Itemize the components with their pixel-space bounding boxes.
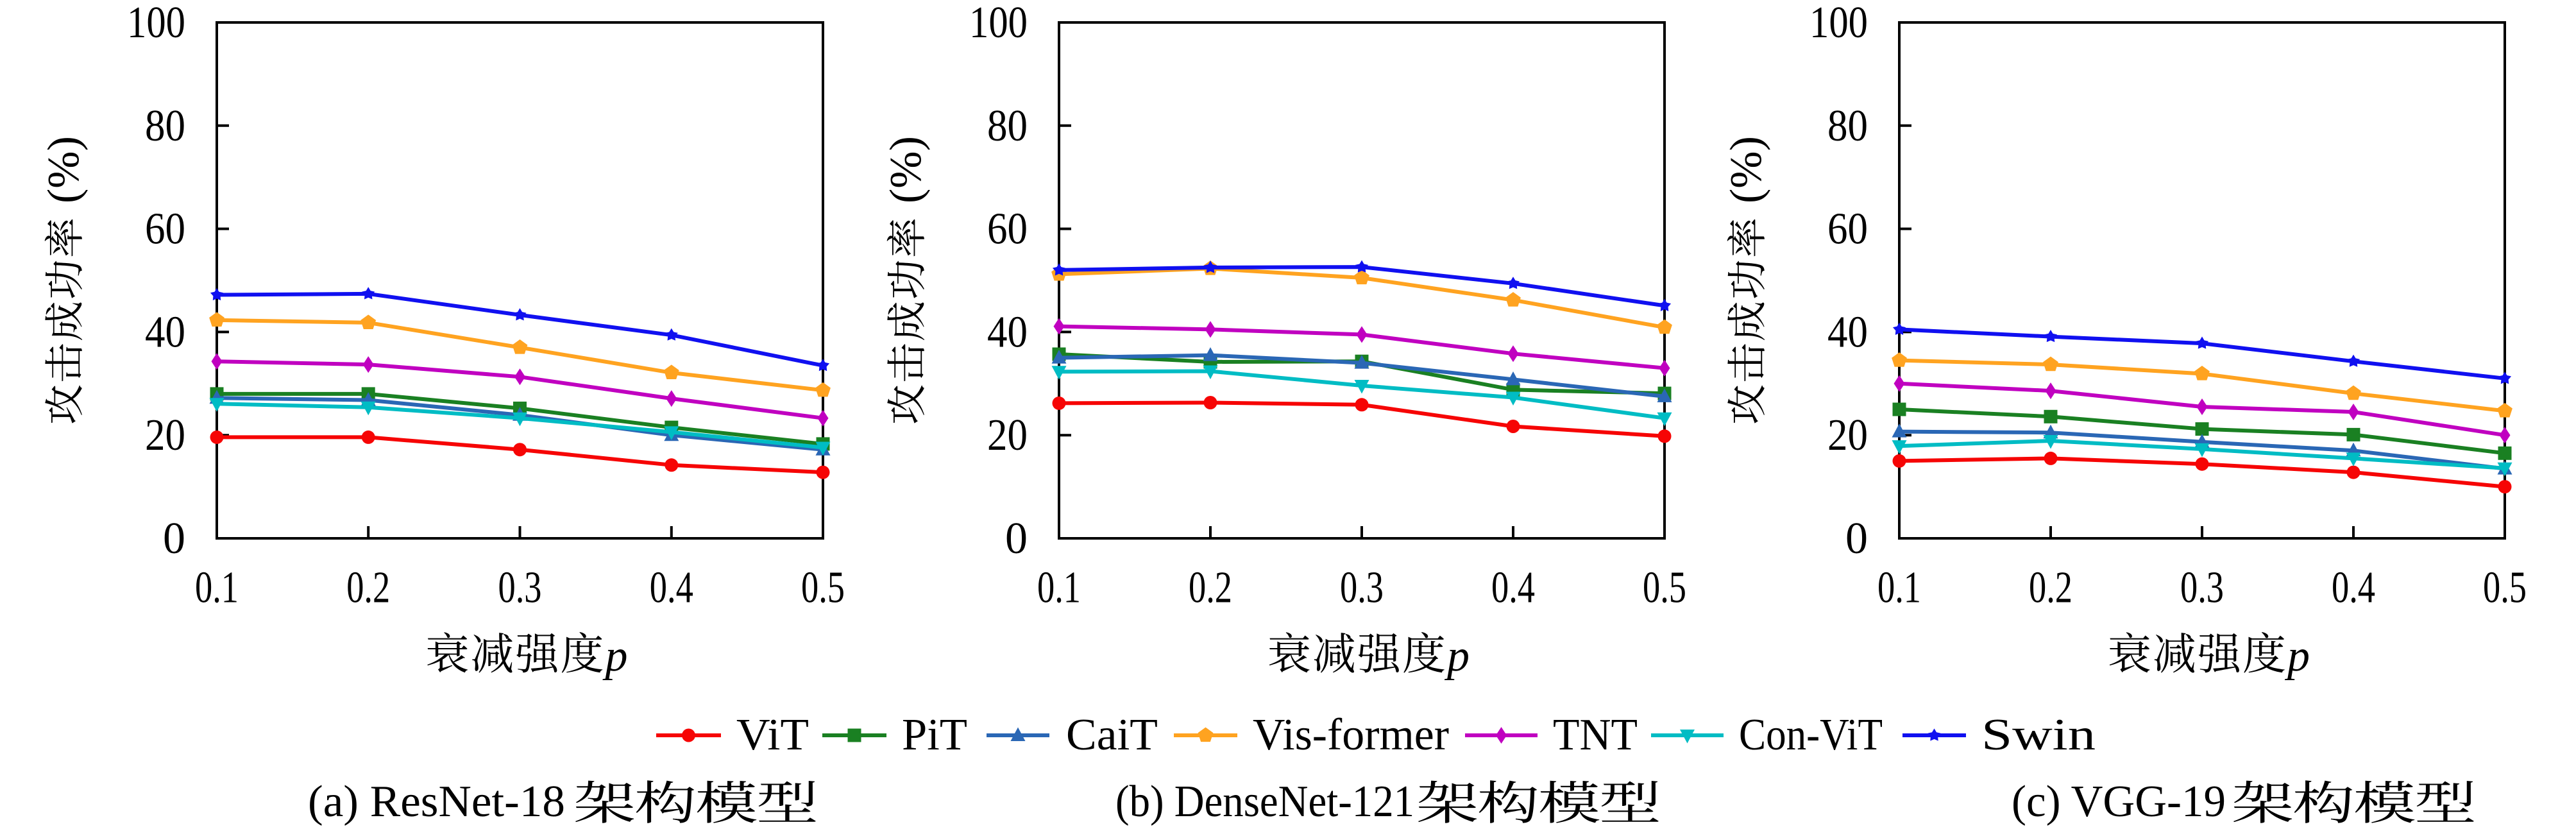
svg-text:40: 40 — [145, 307, 185, 357]
svg-text:TNT: TNT — [1553, 710, 1638, 760]
svg-text:ViT: ViT — [736, 710, 809, 760]
svg-text:0.4: 0.4 — [650, 563, 693, 613]
svg-text:0.3: 0.3 — [1340, 563, 1384, 613]
svg-text:0.2: 0.2 — [346, 563, 390, 613]
svg-text:(%): (%) — [39, 136, 89, 203]
svg-text:0.4: 0.4 — [2332, 563, 2375, 613]
svg-text:0: 0 — [1005, 514, 1028, 563]
svg-text:80: 80 — [987, 101, 1028, 151]
svg-text:CaiT: CaiT — [1066, 710, 1158, 760]
svg-text:(c) VGG-19: (c) VGG-19 — [2012, 777, 2226, 826]
svg-text:60: 60 — [987, 205, 1028, 254]
svg-text:Con-ViT: Con-ViT — [1739, 710, 1883, 760]
svg-text:40: 40 — [987, 307, 1028, 357]
svg-text:20: 20 — [987, 411, 1028, 460]
svg-text:p: p — [2284, 631, 2310, 681]
svg-text:80: 80 — [1827, 101, 1868, 151]
svg-text:(%): (%) — [881, 136, 931, 203]
svg-text:(a) ResNet-18: (a) ResNet-18 — [308, 777, 565, 826]
svg-text:0.5: 0.5 — [1643, 563, 1686, 613]
svg-text:80: 80 — [145, 101, 185, 151]
svg-text:p: p — [602, 631, 628, 681]
svg-text:Swin: Swin — [1981, 710, 2096, 760]
svg-text:0.4: 0.4 — [1491, 563, 1535, 613]
svg-text:(%): (%) — [1722, 136, 1771, 203]
svg-text:0.3: 0.3 — [2180, 563, 2224, 613]
svg-text:p: p — [1444, 631, 1470, 681]
svg-text:0.2: 0.2 — [2029, 563, 2072, 613]
svg-text:100: 100 — [1809, 0, 1868, 47]
svg-text:PiT: PiT — [902, 710, 967, 760]
svg-text:0.1: 0.1 — [1877, 563, 1921, 613]
svg-text:60: 60 — [145, 205, 185, 254]
svg-text:0.1: 0.1 — [1037, 563, 1081, 613]
svg-text:0.5: 0.5 — [2483, 563, 2527, 613]
svg-text:20: 20 — [1827, 411, 1868, 460]
svg-text:60: 60 — [1827, 205, 1868, 254]
svg-text:0.3: 0.3 — [498, 563, 542, 613]
svg-text:0: 0 — [163, 514, 185, 563]
svg-text:40: 40 — [1827, 307, 1868, 357]
svg-text:0.5: 0.5 — [801, 563, 845, 613]
svg-text:100: 100 — [969, 0, 1028, 47]
svg-text:20: 20 — [145, 411, 185, 460]
svg-text:100: 100 — [127, 0, 185, 47]
svg-text:(b) DenseNet-121: (b) DenseNet-121 — [1115, 777, 1414, 826]
svg-text:0: 0 — [1845, 514, 1868, 563]
svg-text:Vis-former: Vis-former — [1253, 710, 1449, 760]
svg-text:0.2: 0.2 — [1189, 563, 1232, 613]
svg-text:0.1: 0.1 — [195, 563, 239, 613]
